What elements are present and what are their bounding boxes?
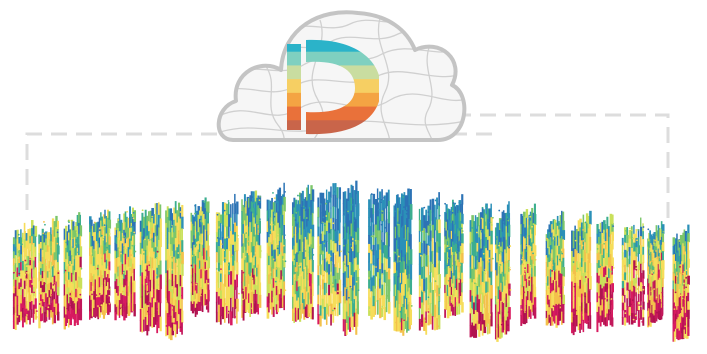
- data-band-cluster: [418, 192, 441, 335]
- data-band-cluster: [12, 220, 38, 331]
- data-band-cluster: [317, 183, 342, 327]
- data-band-cluster: [520, 203, 537, 326]
- data-band-cluster: [621, 217, 645, 327]
- data-band-cluster: [596, 213, 615, 333]
- data-band-cluster: [63, 212, 83, 330]
- data-band-cluster: [545, 210, 566, 328]
- cloud-icon: [216, 10, 467, 142]
- data-band-cluster: [215, 193, 240, 326]
- cloud-shape: [218, 12, 465, 140]
- data-band-cluster: [672, 224, 690, 342]
- data-band-cluster: [89, 209, 112, 320]
- data-band-cluster: [38, 215, 60, 329]
- data-band-cluster: [139, 202, 162, 336]
- data-band-cluster: [393, 188, 413, 336]
- data-band-cluster: [469, 203, 494, 338]
- data-band-cluster: [571, 210, 592, 336]
- data-band-cluster: [647, 221, 665, 328]
- data-band-cluster: [241, 190, 262, 321]
- data-band-cluster: [444, 194, 464, 319]
- data-band-cluster: [494, 201, 512, 342]
- data-band-cluster: [165, 201, 184, 341]
- data-band-cluster: [114, 206, 137, 321]
- cloud-outline: [216, 10, 467, 142]
- data-band-cluster: [190, 197, 211, 317]
- data-band-cluster: [266, 182, 287, 319]
- data-band-cluster: [368, 188, 391, 321]
- data-band-cluster: [342, 180, 360, 336]
- data-band-cluster: [291, 184, 315, 324]
- data-bands: [12, 180, 690, 342]
- frame-right-dashes: [455, 113, 670, 225]
